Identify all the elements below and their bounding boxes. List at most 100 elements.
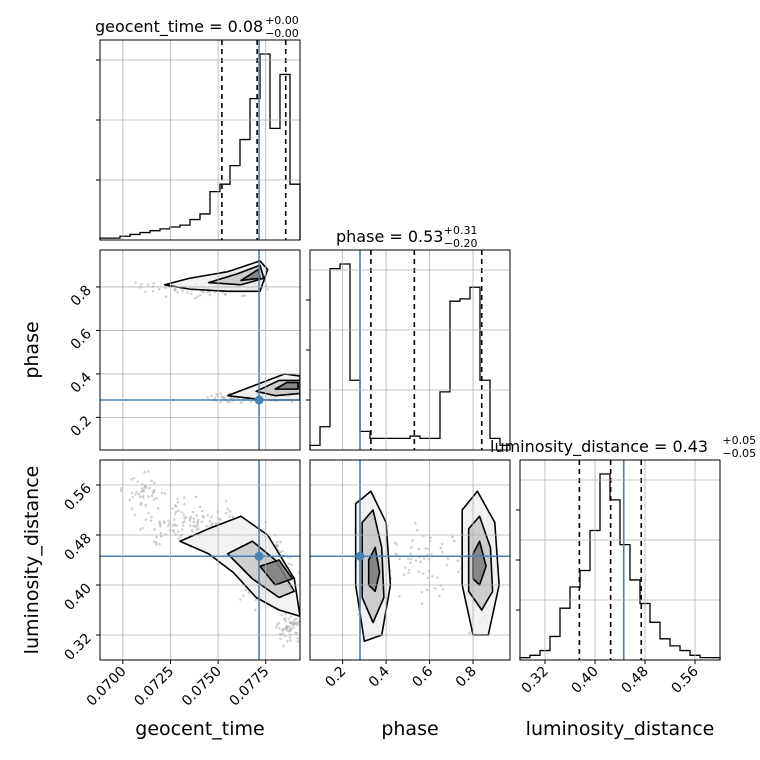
- scatter-point: [294, 622, 298, 626]
- scatter-point: [456, 559, 460, 562]
- scatter-point: [143, 470, 146, 474]
- scatter-point: [177, 537, 180, 540]
- scatter-point: [228, 510, 232, 513]
- title-sup: +0.31: [444, 224, 478, 237]
- x-tick-label: 0.4: [366, 663, 393, 690]
- scatter-point: [468, 631, 471, 635]
- scatter-point: [205, 525, 208, 528]
- scatter-point: [181, 289, 185, 293]
- scatter-point: [151, 491, 155, 495]
- x-axis-luminosity_distance: 0.32 0.40 0.48 0.56 luminosity_distance: [518, 660, 714, 740]
- scatter-point: [189, 292, 193, 296]
- scatter-point: [282, 618, 286, 621]
- scatter-point: [288, 625, 291, 628]
- y-tick-label: 0.32: [61, 631, 94, 664]
- scatter-point: [456, 570, 460, 574]
- scatter-point: [182, 513, 186, 517]
- scatter-point: [195, 528, 198, 531]
- scatter-point: [427, 569, 431, 573]
- scatter-point: [210, 524, 214, 527]
- scatter-point: [134, 493, 137, 496]
- y-axis-label: phase: [21, 321, 43, 378]
- scatter-point: [429, 536, 432, 539]
- scatter-point: [285, 624, 289, 628]
- scatter-point: [196, 518, 200, 522]
- scatter-point: [162, 519, 166, 523]
- y-axis-luminosity_distance: 0.32 0.40 0.48 0.56 luminosity_distance: [21, 466, 100, 664]
- scatter-point: [167, 519, 170, 523]
- scatter-point: [290, 400, 294, 403]
- scatter-point: [163, 492, 167, 495]
- scatter-point: [130, 491, 134, 495]
- scatter-point: [445, 564, 449, 567]
- x-axis-label: phase: [381, 718, 438, 740]
- scatter-point: [173, 504, 177, 507]
- scatter-point: [281, 627, 285, 631]
- scatter-point: [289, 615, 293, 618]
- scatter-point: [223, 397, 226, 400]
- scatter-point: [149, 519, 153, 522]
- scatter-point: [210, 515, 213, 519]
- scatter-point: [173, 523, 176, 526]
- scatter-point: [420, 602, 424, 605]
- scatter-point: [275, 543, 279, 547]
- scatter-point: [441, 550, 444, 554]
- scatter-point: [196, 522, 199, 526]
- scatter-point: [220, 395, 223, 398]
- grid-lines: [100, 460, 300, 660]
- scatter-point: [292, 623, 296, 627]
- scatter-point: [139, 503, 142, 506]
- y-axis-label: luminosity_distance: [21, 466, 43, 655]
- scatter-point: [288, 621, 292, 624]
- scatter-point: [133, 513, 137, 517]
- scatter-point: [232, 396, 236, 400]
- scatter-point: [192, 524, 195, 528]
- x-tick-label: 0.48: [618, 664, 651, 697]
- scatter-point: [395, 542, 398, 546]
- hist-title-geocent_time: geocent_time = 0.08 +0.00−0.00: [95, 14, 299, 40]
- scatter-point: [196, 527, 200, 530]
- scatter-point: [150, 479, 153, 483]
- axes-frame: [519, 459, 721, 661]
- scatter-point: [202, 515, 206, 519]
- scatter-point: [296, 636, 300, 640]
- scatter-point: [292, 620, 295, 624]
- scatter-point: [152, 540, 156, 543]
- axes-frame: [99, 249, 301, 451]
- scatter-point: [276, 623, 279, 626]
- scatter-point: [144, 486, 148, 489]
- scatter-point: [290, 563, 293, 567]
- scatter-point: [176, 500, 180, 504]
- scatter-point: [141, 496, 145, 499]
- scatter-point: [172, 530, 176, 534]
- scatter-point: [184, 515, 188, 519]
- scatter-point: [293, 618, 296, 621]
- scatter-point: [198, 505, 202, 509]
- scatter-point: [393, 541, 397, 544]
- scatter-point: [292, 622, 296, 626]
- scatter-point: [228, 400, 232, 404]
- scatter-point: [166, 524, 170, 528]
- scatter-point: [244, 588, 248, 592]
- hist-title-luminosity_distance: luminosity_distance = 0.43 +0.05−0.05: [490, 434, 756, 460]
- panel-content: [100, 460, 300, 660]
- scatter-point: [276, 540, 279, 544]
- axes-frame: [99, 39, 301, 241]
- title-main: geocent_time = 0.08: [95, 17, 263, 37]
- scatter-point: [134, 281, 137, 285]
- x-tick-label: 0.6: [409, 663, 436, 690]
- scatter-panel-geocent_time-vs-luminosity_distance: [100, 460, 300, 660]
- scatter-point: [402, 573, 406, 576]
- scatter-point: [285, 627, 288, 631]
- scatter-point: [414, 521, 417, 525]
- scatter-point: [414, 559, 418, 562]
- hist-title-phase: phase = 0.53 +0.31−0.20: [336, 224, 478, 250]
- scatter-point: [138, 528, 142, 531]
- scatter-point: [301, 378, 304, 381]
- scatter-point: [172, 529, 175, 532]
- contour-inner: [367, 546, 381, 593]
- title-sup: +0.00: [265, 14, 299, 27]
- title-sub: −0.20: [444, 237, 478, 250]
- histogram-step-phase: [309, 263, 511, 450]
- scatter-point: [174, 510, 178, 514]
